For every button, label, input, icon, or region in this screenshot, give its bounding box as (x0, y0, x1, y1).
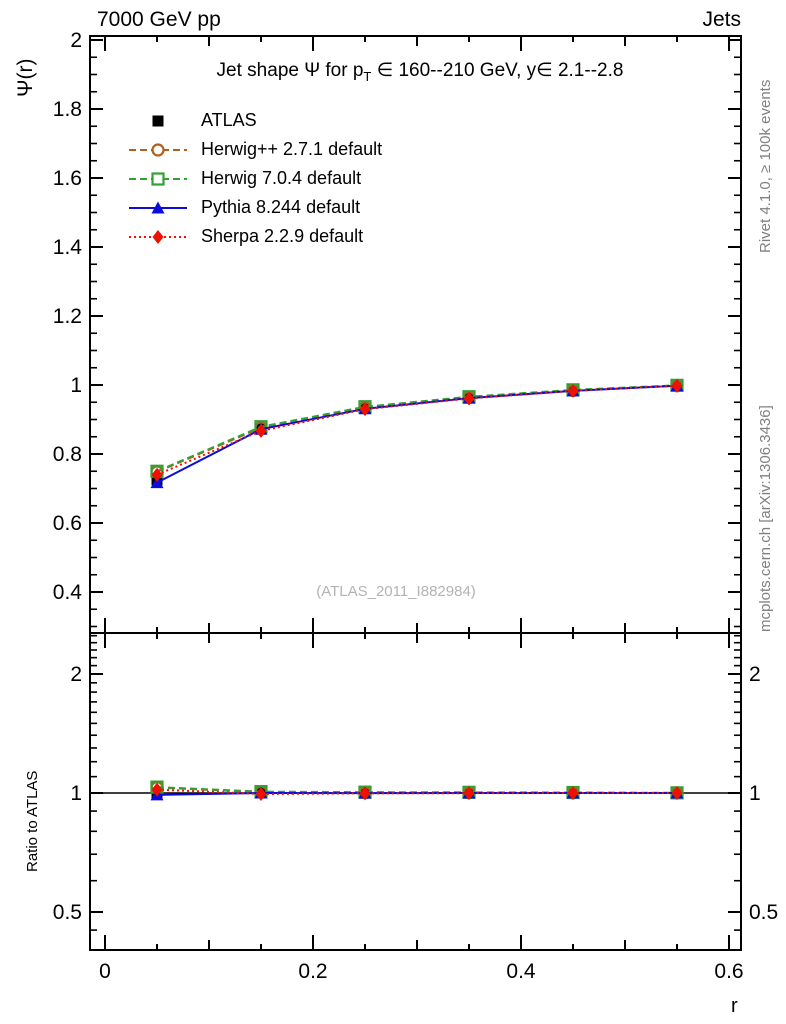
plot-title-text: Jet shape Ψ for p (216, 60, 364, 81)
x-axis-title: r (731, 995, 738, 1017)
axes: 0 0.2 0.4 0.6 0.4 0.6 0.8 1 1.2 1.4 1.6 1.8 2 0.5 0.5 1… (53, 29, 778, 983)
legend-item-pythia-8-244-default: Pythia 8.244 default (127, 193, 382, 222)
process-label: Jets (702, 8, 741, 31)
legend-marker-sample (152, 115, 164, 126)
main-y-tick-label: 1.4 (53, 236, 83, 259)
legend-item-sherpa-2-2-9-default: Sherpa 2.2.9 default (127, 222, 382, 251)
legend-label: Herwig++ 2.7.1 default (201, 139, 383, 159)
main-y-tick-label: 1.6 (53, 167, 82, 190)
beam-energy-label: 7000 GeV pp (97, 8, 221, 31)
main-y-tick-label: 1.8 (53, 98, 82, 121)
ratio-y-tick-label-right: 2 (749, 663, 761, 686)
x-tick-label: 0.6 (714, 960, 743, 983)
legend-marker-sample (129, 171, 187, 186)
legend-label: Pythia 8.244 default (201, 197, 361, 217)
legend-marker-sample (129, 201, 187, 213)
ratio-y-axis-title: Ratio to ATLAS (24, 770, 41, 872)
plot-title-subscript: T (363, 68, 372, 84)
main-y-axis-title: Ψ(r) (14, 58, 37, 97)
rivet-version-note: Rivet 4.1.0, ≥ 100k events (757, 79, 774, 253)
ratio-y-tick-label: 0.5 (53, 901, 82, 924)
plot-title: Jet shape Ψ for pT ∈ 160--210 GeV, y∈ 2.… (217, 59, 624, 84)
legend-label: Herwig 7.0.4 default (201, 168, 362, 188)
analysis-watermark: (ATLAS_2011_I882984) (316, 583, 476, 600)
ratio-y-tick-label: 2 (70, 663, 82, 686)
legend-item-herwig-7-0-4-default: Herwig 7.0.4 default (127, 164, 382, 193)
main-y-tick-label: 0.6 (53, 512, 82, 535)
x-tick-label: 0.2 (298, 960, 327, 983)
legend-marker-sample (129, 142, 187, 157)
main-y-tick-label: 0.8 (53, 443, 82, 466)
legend-label: Sherpa 2.2.9 default (201, 226, 364, 246)
series-sherpa-2-2-9-default (151, 378, 683, 802)
legend-item-atlas: ATLAS (127, 106, 382, 135)
legend-item-herwig-2-7-1-default: Herwig++ 2.7.1 default (127, 135, 382, 164)
mcplots-reference-note: mcplots.cern.ch [arXiv:1306.3436] (757, 405, 774, 632)
legend-marker-sample (129, 229, 187, 244)
main-y-tick-label: 2 (70, 29, 82, 52)
main-y-tick-label: 1 (70, 374, 82, 397)
legend-label: ATLAS (201, 110, 257, 130)
ratio-y-tick-label: 1 (70, 782, 82, 805)
x-tick-label: 0 (99, 960, 111, 983)
legend: ATLAS Herwig++ 2.7.1 default Herwig 7.0.4 … (127, 106, 382, 251)
main-y-tick-label: 0.4 (53, 581, 83, 604)
ratio-y-tick-label-right: 0.5 (749, 901, 778, 924)
ratio-y-tick-label-right: 1 (749, 782, 761, 805)
plot-title-text-tail: ∈ 160--210 GeV, y∈ 2.1--2.8 (371, 60, 624, 81)
x-tick-label: 0.4 (506, 960, 536, 983)
main-y-tick-label: 1.2 (53, 305, 82, 328)
